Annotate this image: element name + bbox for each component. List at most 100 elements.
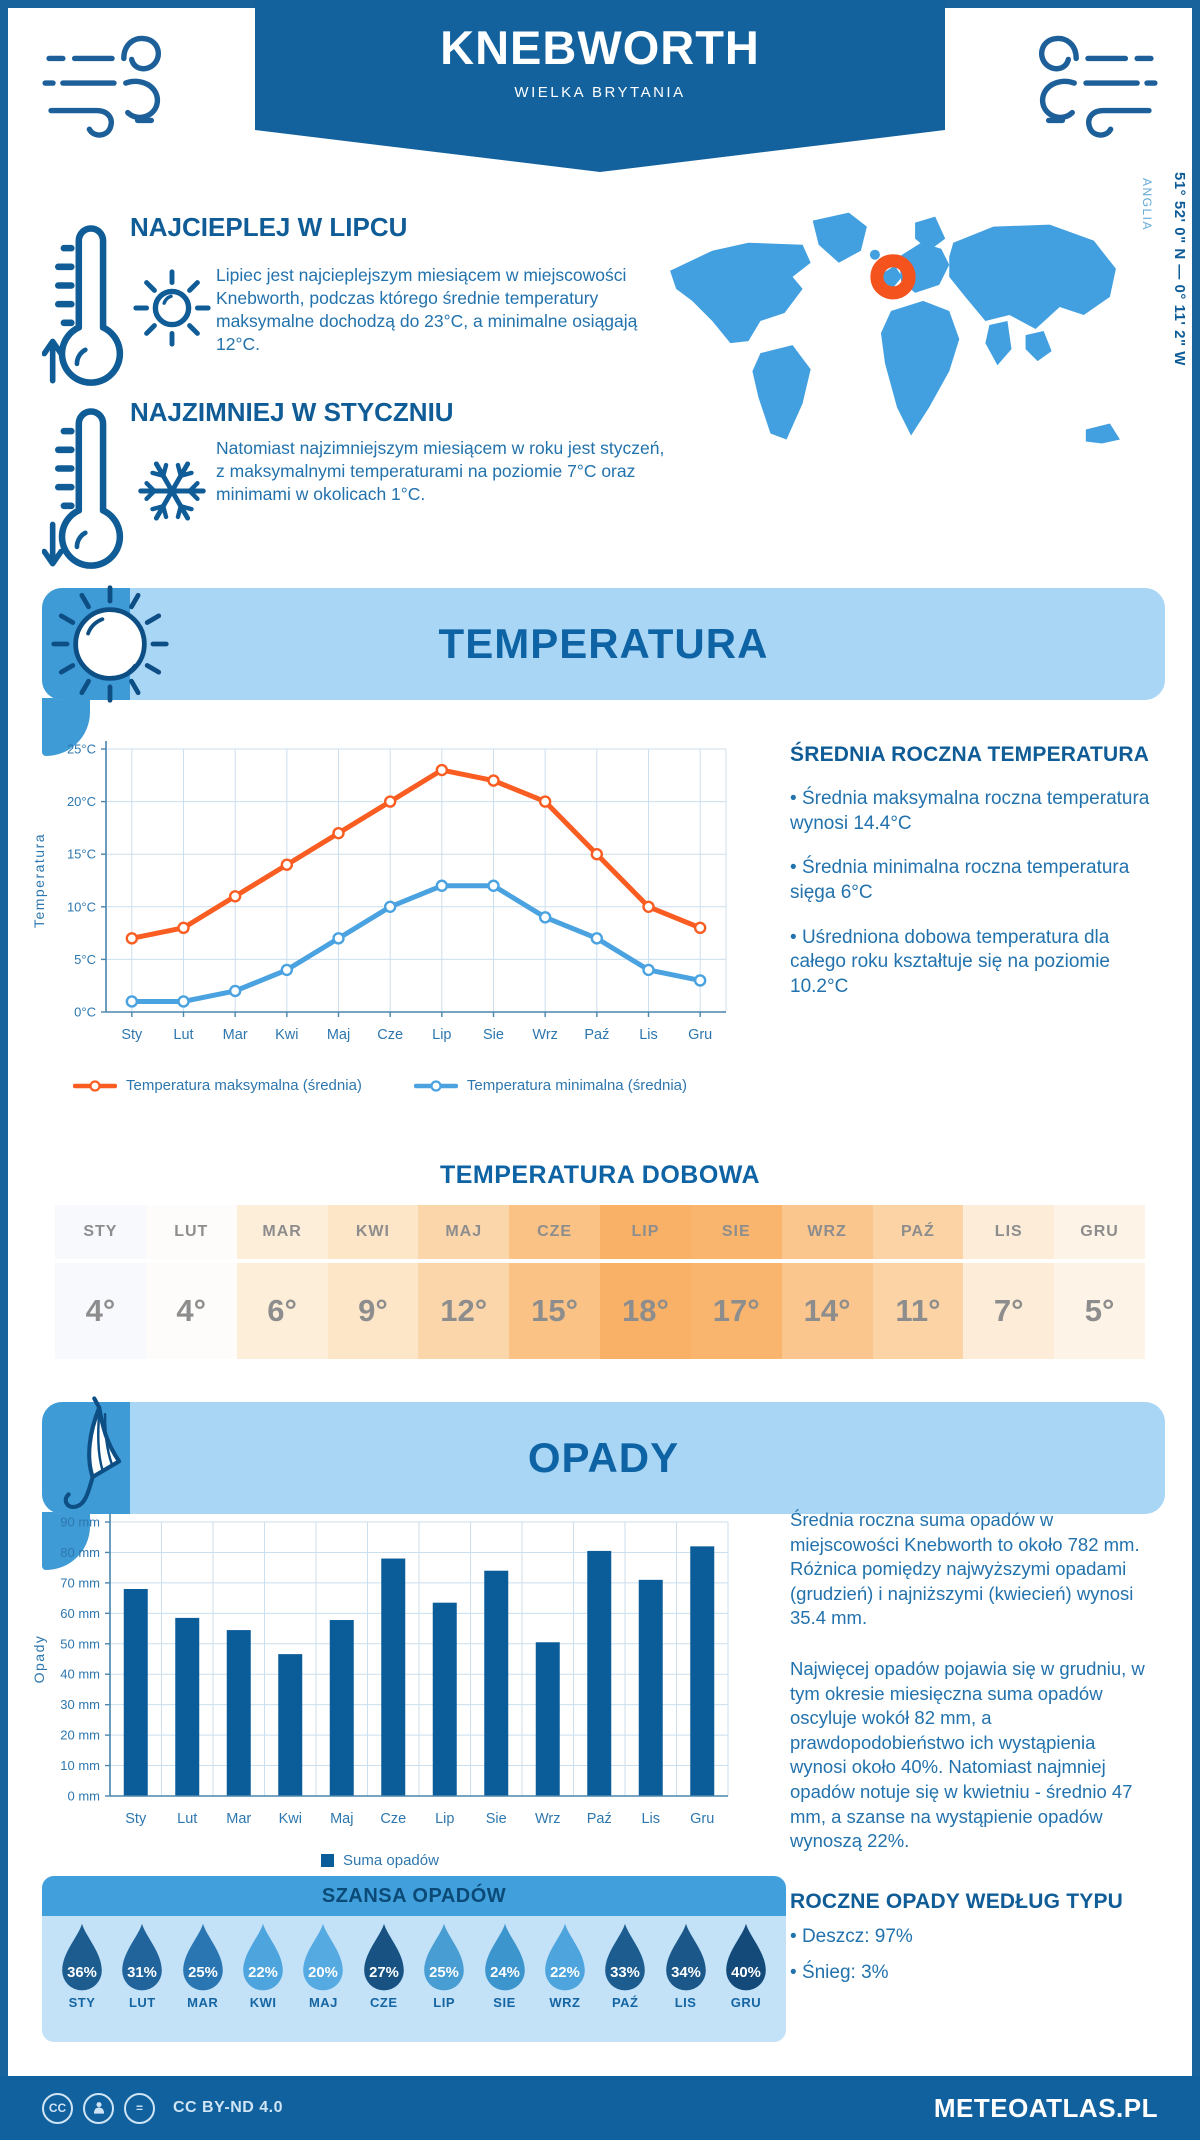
annual-temperature-panel: ŚREDNIA ROCZNA TEMPERATURA Średnia maksy… — [790, 743, 1156, 1000]
rain-chance-drop: 33% PAŹ — [597, 1922, 653, 2010]
svg-text:34%: 34% — [671, 1965, 701, 1981]
rain-chance-panel: SZANSA OPADÓW 36% STY 31% LUT 25% MAR 22% KWI 20… — [42, 1876, 786, 2042]
rain-chance-drop: 31% LUT — [114, 1922, 170, 2010]
droplet-icon: 22% — [545, 1923, 585, 1991]
warmest-month-block: NAJCIEPLEJ W LIPCU Lipiec jest najcieple… — [30, 198, 670, 394]
thermometer-down-icon — [42, 408, 124, 569]
precipitation-section: 0 mm 10 mm 20 mm 30 mm 40 mm 50 mm 60 mm 70 mm 8… — [0, 1500, 1200, 1876]
location-marker — [870, 254, 916, 300]
legend-swatch — [321, 1854, 335, 1867]
droplet-icon: 20% — [303, 1923, 344, 1991]
warmest-month-text: Lipiec jest najcieplejszym miesiącem w m… — [216, 265, 638, 355]
svg-text:70 mm: 70 mm — [60, 1575, 100, 1590]
daily-temp-value: 15° — [509, 1263, 600, 1359]
rain-chance-month: LIS — [674, 1995, 697, 2010]
region-label: ANGLIA — [1140, 178, 1154, 232]
daily-temp-column: LIP 18° — [600, 1205, 691, 1359]
svg-text:15°C: 15°C — [67, 847, 96, 862]
daily-temp-month: KWI — [327, 1205, 419, 1259]
daily-temp-month: LIP — [600, 1205, 691, 1259]
license-group: CC = CC BY-ND 4.0 — [42, 2092, 284, 2124]
rain-chance-drop: 27% CZE — [356, 1922, 412, 2010]
svg-text:27%: 27% — [369, 1965, 399, 1981]
droplet-icon: 24% — [484, 1923, 525, 1991]
daily-temp-month: LUT — [145, 1205, 237, 1259]
legend-label: Temperatura minimalna (średnia) — [466, 1077, 687, 1094]
svg-text:Lip: Lip — [435, 1811, 454, 1827]
coordinates-label: 51° 52' 0" N — 0° 11' 2" W — [1171, 172, 1188, 366]
legend-swatch — [413, 1079, 458, 1092]
rain-chance-drops: 36% STY 31% LUT 25% MAR 22% KWI 20% MAJ 27% CZE 25% L… — [42, 1916, 786, 2010]
daily-temp-value: 12° — [418, 1263, 510, 1359]
coldest-month-title: NAJZIMNIEJ W STYCZNIU — [130, 397, 454, 427]
svg-text:Maj: Maj — [330, 1811, 353, 1827]
legend-item: Suma opadów — [321, 1852, 439, 1869]
warmest-month-title: NAJCIEPLEJ W LIPCU — [130, 212, 408, 242]
legend-item: Temperatura minimalna (średnia) — [413, 1077, 687, 1094]
svg-text:Paź: Paź — [587, 1811, 612, 1827]
daily-temp-column: CZE 15° — [509, 1205, 600, 1359]
legend-label: Suma opadów — [343, 1852, 439, 1869]
droplet-icon: 40% — [726, 1923, 766, 1991]
wind-icon — [42, 35, 161, 138]
annual-temperature-bullet: Średnia minimalna roczna temperatura się… — [790, 856, 1156, 905]
sun-icon — [48, 585, 172, 703]
svg-text:20%: 20% — [309, 1965, 339, 1981]
svg-text:0°C: 0°C — [74, 1005, 96, 1020]
svg-text:36%: 36% — [67, 1965, 97, 1981]
rain-chance-drop: 25% LIP — [416, 1922, 472, 2010]
rain-chance-drop: 25% MAR — [175, 1922, 231, 2010]
bar-chart-svg: 0 mm 10 mm 20 mm 30 mm 40 mm 50 mm 60 mm 70 mm 8… — [31, 1514, 729, 1827]
thermometer-up-icon — [42, 225, 124, 386]
daily-temperature-title: TEMPERATURA DOBOWA — [439, 1161, 761, 1189]
temperature-chart-legend: Temperatura maksymalna (średnia) Temperat… — [60, 1077, 700, 1094]
daily-temp-month: PAŹ — [872, 1205, 964, 1259]
daily-temperature-section: TEMPERATURA DOBOWA STY 4° LUT 4° MAR 6° KWI 9° M… — [0, 1145, 1200, 1400]
rain-chance-drop: 20% MAJ — [295, 1922, 351, 2010]
svg-text:0 mm: 0 mm — [68, 1789, 101, 1804]
precipitation-paragraph: Średnia roczna suma opadów w miejscowośc… — [790, 1509, 1140, 1629]
precipitation-type-bullets: Deszcz: 97% Śnieg: 3% — [790, 1924, 1156, 1985]
svg-text:10°C: 10°C — [67, 899, 96, 914]
droplet-icon: 22% — [243, 1923, 283, 1991]
daily-temp-value: 14° — [781, 1263, 873, 1359]
svg-text:Gru: Gru — [690, 1811, 714, 1827]
daily-temp-month: MAR — [236, 1205, 328, 1259]
daily-temp-column: KWI 9° — [327, 1205, 419, 1359]
rain-chance-month: SIE — [493, 1995, 516, 2010]
daily-temp-value: 9° — [327, 1263, 419, 1359]
svg-text:22%: 22% — [248, 1965, 278, 1981]
svg-text:20 mm: 20 mm — [60, 1728, 100, 1743]
daily-temp-value: 4° — [145, 1263, 237, 1359]
precipitation-chart-legend: Suma opadów — [60, 1852, 700, 1869]
svg-text:10 mm: 10 mm — [60, 1758, 100, 1773]
svg-text:Kwi: Kwi — [275, 1027, 298, 1043]
daily-temp-month: MAJ — [418, 1205, 510, 1259]
ribbon-background — [42, 588, 1165, 700]
ribbon-background — [42, 1402, 1165, 1514]
rain-chance-month: MAR — [187, 1995, 219, 2010]
precipitation-type-bullet: Śnieg: 3% — [790, 1960, 1156, 1986]
rain-chance-drop: 22% KWI — [235, 1922, 291, 2010]
umbrella-icon — [63, 1396, 122, 1509]
daily-temp-column: SIE 17° — [690, 1205, 782, 1359]
droplet-icon: 33% — [605, 1923, 646, 1991]
license-label: CC BY-ND 4.0 — [173, 2099, 284, 2116]
coldest-month-block: NAJZIMNIEJ W STYCZNIU Natomiast najzimni… — [30, 393, 670, 589]
rain-chance-month: LUT — [128, 1995, 156, 2010]
rain-chance-drop: 36% STY — [54, 1922, 110, 2010]
daily-temp-column: PAŹ 11° — [872, 1205, 964, 1359]
svg-text:Lis: Lis — [639, 1027, 658, 1043]
precipitation-paragraph: Najwięcej opadów pojawia się w grudniu, … — [790, 1657, 1145, 1852]
intro-section: NAJCIEPLEJ W LIPCU Lipiec jest najcieple… — [0, 172, 1200, 589]
page-border-left — [0, 0, 8, 2140]
droplet-icon: 34% — [665, 1923, 706, 1991]
svg-text:31%: 31% — [128, 1965, 158, 1981]
brand-label: METEOATLAS.PL — [933, 2092, 1158, 2123]
daily-temp-column: LUT 4° — [145, 1205, 237, 1359]
daily-temp-month: CZE — [509, 1205, 600, 1259]
page-title: KNEBWORTH — [440, 21, 760, 74]
temperature-section: 0°C 5°C 10°C 15°C 20°C 25°C Sty Lut Mar Kwi Maj Cze… — [0, 705, 1200, 1145]
bottom-section: SZANSA OPADÓW 36% STY 31% LUT 25% MAR 22% KWI 20… — [0, 1876, 1200, 2046]
